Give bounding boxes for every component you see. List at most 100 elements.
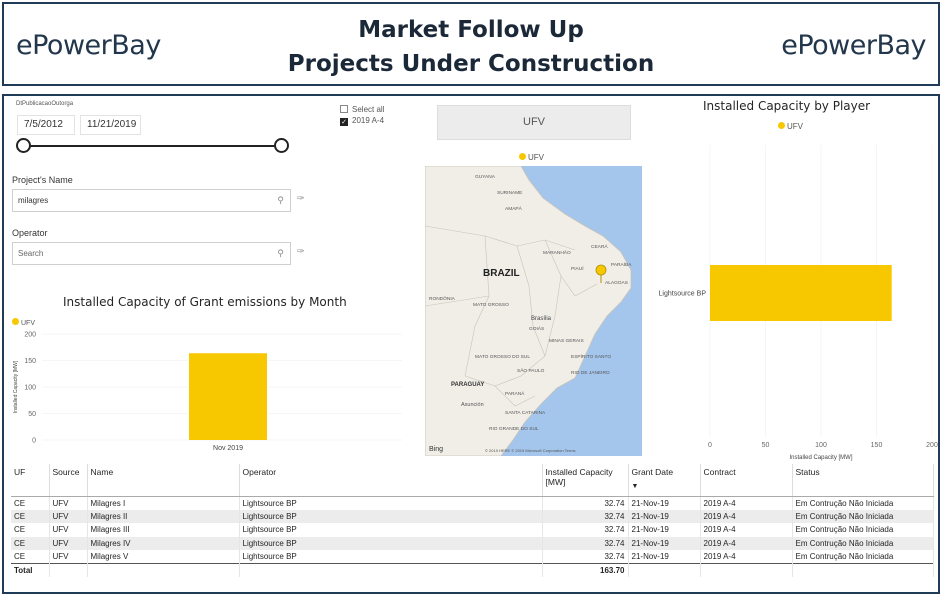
select-all-checkbox[interactable]: Select all [340,105,384,114]
cell-installed-capacity: 32.74 [542,550,629,564]
cell-uf: CE [11,550,50,564]
cell-operator: Lightsource BP [239,509,543,523]
epowerbay-logo-right: ePowerBay [781,30,926,61]
cell-name: Milagres III [87,523,240,537]
cell-operator: Lightsource BP [239,536,543,550]
table-row[interactable]: CE UFV Milagres I Lightsource BP 32.74 21-Nov… [11,496,934,510]
map-label-rio: RIO DE JANEIRO [571,370,610,376]
total-empty-cell [792,563,934,577]
cell-source: UFV [49,496,88,510]
table-row[interactable]: CE UFV Milagres III Lightsource BP 32.74 21-N… [11,523,934,537]
cell-status: Em Contrução Não Iniciada [792,550,934,564]
x-tick-label: 150 [871,442,883,449]
cell-installed-capacity: 32.74 [542,536,629,550]
cell-status: Em Contrução Não Iniciada [792,496,934,510]
map-label-espirito-santo: ESPÍRITO SANTO [571,353,611,360]
map-label-ceara: CEARÁ [591,243,608,250]
map-label-brasilia: Brasília [531,316,552,322]
map-label-sao-paulo: SÃO PAULO [517,367,545,374]
table-row[interactable]: CE UFV Milagres V Lightsource BP 32.74 21-Nov… [11,550,934,564]
map-label-minas-gerais: MINAS GERAIS [549,338,584,344]
cell-operator: Lightsource BP [239,496,543,510]
map-legend: UFV [519,153,544,162]
date-range-end-handle[interactable] [274,138,289,153]
cell-grant-date: 21-Nov-19 [628,550,701,564]
bar-lightsource-bp[interactable] [710,265,892,321]
bing-logo: Bing [429,446,443,453]
eraser-icon[interactable]: ✑ [297,246,305,256]
checkbox-unchecked-icon [340,105,348,113]
y-tick-label: 50 [28,411,36,418]
brazil-map[interactable]: GUYANA SURINAME AMAPÁ MARANHÃO CEARÁ PIA… [425,166,642,456]
projects-table: UF Source Name Operator Installed Capaci… [11,464,934,577]
column-header-installed-capacity[interactable]: Installed Capacity [MW] [542,464,629,497]
report-header: ePowerBay Market Follow Up Projects Unde… [2,2,940,86]
column-header-source[interactable]: Source [49,464,88,497]
cell-grant-date: 21-Nov-19 [628,536,701,550]
title-line-1: Market Follow Up [358,17,584,43]
bar-nov-2019[interactable] [189,353,267,440]
date-range-track[interactable] [24,145,282,147]
cell-uf: CE [11,509,50,523]
month-chart-legend: UFV [12,318,35,327]
total-label: Total [11,563,50,577]
cell-grant-date: 21-Nov-19 [628,523,701,537]
cell-name: Milagres IV [87,536,240,550]
cell-contract: 2019 A-4 [700,496,793,510]
table-total-row: Total 163.70 [11,563,934,577]
title-line-2: Projects Under Construction [287,51,655,77]
project-name-input[interactable]: milagres ⚲ [12,189,291,212]
date-start-input[interactable]: 7/5/2012 [17,115,75,135]
column-header-name[interactable]: Name [87,464,240,497]
map-label-goias: GOIÁS [529,325,544,332]
table-row[interactable]: CE UFV Milagres II Lightsource BP 32.74 21-No… [11,509,934,523]
month-chart-title: Installed Capacity of Grant emissions by… [63,295,347,309]
cell-installed-capacity: 32.74 [542,496,629,510]
column-header-operator[interactable]: Operator [239,464,543,497]
total-empty-cell [700,563,793,577]
x-tick-label: 0 [708,442,712,449]
map-label-country: BRAZIL [483,268,520,279]
map-label-guyana: GUYANA [475,174,496,180]
total-empty-cell [239,563,543,577]
search-icon: ⚲ [277,248,284,258]
column-header-grant-date[interactable]: Grant Date ▼ [628,464,701,497]
total-empty-cell [87,563,240,577]
legend-dot-icon [12,318,19,325]
total-empty-cell [628,563,701,577]
map-label-parana: PARANÁ [505,390,525,397]
map-label-asuncion: Asunción [461,402,484,408]
y-tick-label: 150 [24,358,36,365]
cell-status: Em Contrução Não Iniciada [792,536,934,550]
cell-operator: Lightsource BP [239,523,543,537]
cell-grant-date: 21-Nov-19 [628,509,701,523]
x-tick-label: 50 [762,442,770,449]
map-label-amapa: AMAPÁ [505,205,523,212]
map-label-piaui: PIAUÍ [571,265,584,272]
player-chart-title: Installed Capacity by Player [703,99,871,113]
cell-contract: 2019 A-4 [700,523,793,537]
state-borders [425,225,598,407]
operator-search-input[interactable]: Search ⚲ [12,242,291,265]
column-header-uf[interactable]: UF [11,464,50,497]
map-canvas: GUYANA SURINAME AMAPÁ MARANHÃO CEARÁ PIA… [425,166,632,456]
date-end-input[interactable]: 11/21/2019 [80,115,141,135]
eraser-icon[interactable]: ✑ [297,193,305,203]
contract-2019-a4-checkbox[interactable]: ✓ 2019 A-4 [340,116,385,126]
month-chart: 0 50 100 150 200 Installed Capacity [MW] Nov 2… [13,332,402,452]
source-ufv-button[interactable]: UFV [437,105,631,140]
epowerbay-logo-left: ePowerBay [16,30,161,61]
map-label-suriname: SURINAME [497,190,522,196]
date-range-start-handle[interactable] [16,138,31,153]
column-header-contract[interactable]: Contract [700,464,793,497]
map-label-rondonia: RONDÔNIA [429,295,456,302]
total-value: 163.70 [542,563,629,577]
cell-installed-capacity: 32.74 [542,523,629,537]
cell-uf: CE [11,496,50,510]
map-label-paraguay: PARAGUAY [451,382,484,388]
table-row[interactable]: CE UFV Milagres IV Lightsource BP 32.74 21-No… [11,536,934,550]
project-location-marker[interactable] [595,264,607,276]
column-header-status[interactable]: Status [792,464,934,497]
operator-label: Operator [12,228,48,238]
cell-source: UFV [49,509,88,523]
